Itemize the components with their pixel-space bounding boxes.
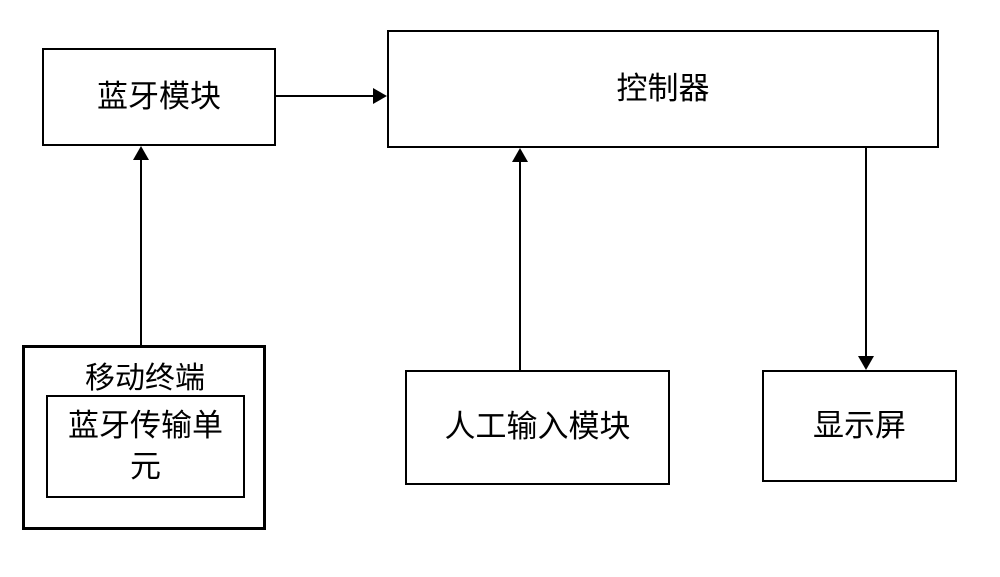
controller-node: 控制器 bbox=[387, 30, 939, 148]
bluetooth-module-node: 蓝牙模块 bbox=[42, 48, 276, 146]
display-screen-label: 显示屏 bbox=[805, 406, 914, 446]
arrow-down-icon bbox=[858, 356, 874, 370]
edge-mobile-to-bt bbox=[140, 160, 142, 345]
bluetooth-tx-unit-node: 蓝牙传输单元 bbox=[46, 395, 245, 498]
controller-label: 控制器 bbox=[609, 69, 718, 109]
edge-input-to-controller bbox=[519, 162, 521, 370]
bluetooth-tx-unit-label: 蓝牙传输单元 bbox=[48, 406, 243, 487]
edge-bt-to-controller bbox=[276, 95, 374, 97]
display-screen-node: 显示屏 bbox=[762, 370, 957, 482]
edge-controller-to-display bbox=[865, 148, 867, 356]
manual-input-label: 人工输入模块 bbox=[437, 407, 639, 447]
bluetooth-module-label: 蓝牙模块 bbox=[89, 77, 229, 117]
mobile-terminal-label: 移动终端 bbox=[85, 353, 205, 397]
arrow-up-icon bbox=[512, 148, 528, 162]
arrow-up-icon bbox=[133, 146, 149, 160]
manual-input-node: 人工输入模块 bbox=[405, 370, 670, 485]
arrow-right-icon bbox=[373, 88, 387, 104]
